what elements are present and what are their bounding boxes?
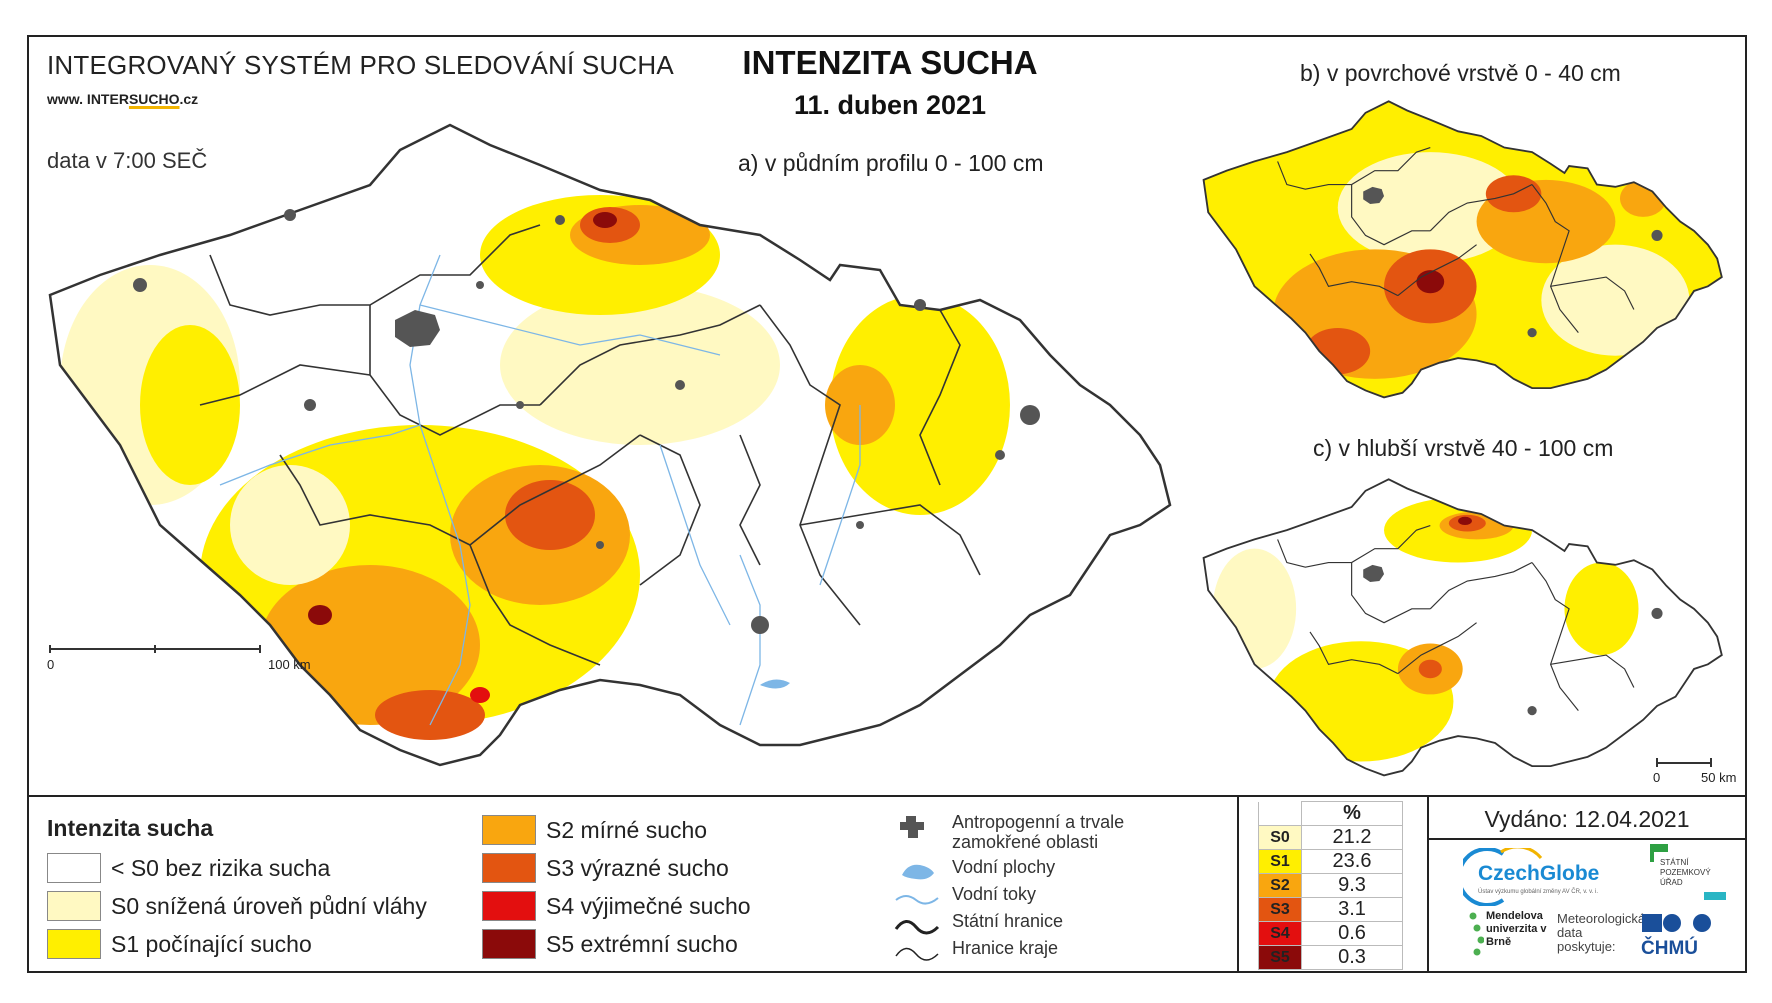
spu-logo: [1650, 844, 1726, 900]
legend-swatch: [47, 929, 101, 959]
scale-a-end: 100 km: [268, 657, 311, 672]
meteo-text: Meteorologická data poskytuje:: [1557, 911, 1646, 954]
map-c: [1202, 478, 1723, 777]
legend-swatch: [482, 929, 536, 959]
legend-item-s1: S1 počínající sucho: [47, 929, 312, 959]
region-borders-c: [1277, 524, 1635, 711]
scale-bar-c: [1656, 758, 1712, 767]
czechglobe-text: CzechGlobe: [1478, 862, 1600, 885]
urban-areas-c: [1363, 564, 1663, 716]
legend-item-s3: S3 výrazné sucho: [482, 853, 729, 883]
scale-c-start: 0: [1653, 770, 1661, 785]
scale-c-end: 50 km: [1701, 770, 1737, 785]
state-border-icon: [894, 920, 940, 935]
chmu-logo: [1642, 914, 1711, 932]
legend-swatch: [482, 815, 536, 845]
overlay-urban: Antropogenní a trvale zamokřené oblasti: [892, 812, 1152, 852]
urban-area-icon: [900, 816, 924, 838]
website-link[interactable]: www. INTERSUCHO.cz: [47, 91, 199, 107]
state-border-a: [48, 123, 1172, 767]
region-borders-a: [199, 224, 981, 666]
footer-divider: [1427, 838, 1747, 840]
footer-divider-vertical: [1427, 797, 1429, 973]
state-border-b: [1202, 100, 1723, 399]
spu-text: STÁTNÍ POZEMKOVÝ ÚŘAD: [1660, 858, 1711, 887]
legend-item-s2: S2 mírné sucho: [482, 815, 707, 845]
table-row: S5 0.3: [1258, 945, 1403, 970]
urban-areas-a: [133, 209, 1040, 634]
map-date: 11. duben 2021: [793, 90, 987, 120]
water-body-icon: [902, 864, 934, 880]
state-border-c: [1202, 478, 1723, 777]
map-b-label: b) v povrchové vrstvě 0 - 40 cm: [1300, 60, 1621, 86]
table-row: S4 0.6: [1258, 921, 1403, 946]
drought-layer-c: [1203, 479, 1722, 776]
table-row: %: [1258, 801, 1403, 826]
table-row: S3 3.1: [1258, 897, 1403, 922]
chmu-text: ČHMÚ: [1641, 938, 1698, 959]
river-icon: [895, 895, 939, 905]
overlay-state-border: Státní hranice: [892, 911, 1063, 939]
table-row: S0 21.2: [1258, 825, 1403, 850]
legend-swatch: [482, 853, 536, 883]
legend-divider: [27, 795, 1747, 797]
legend-swatch: [47, 891, 101, 921]
czechglobe-logo: [1463, 848, 1543, 906]
region-borders-b: [1277, 146, 1635, 333]
table-row: S2 9.3: [1258, 873, 1403, 898]
map-a: [48, 123, 1172, 767]
legend-divider-vertical: [1237, 797, 1239, 973]
water-body-a: [760, 679, 790, 689]
map-a-label: a) v půdním profilu 0 - 100 cm: [738, 150, 1044, 176]
mendel-logo: [1469, 912, 1484, 956]
legend-title: Intenzita sucha: [47, 815, 214, 841]
legend-item-s0: S0 snížená úroveň půdní vláhy: [47, 891, 427, 921]
legend-swatch: [482, 891, 536, 921]
issued-date: Vydáno: 12.04.2021: [1484, 806, 1690, 832]
table-row: S1 23.6: [1258, 849, 1403, 874]
map-b: [1202, 100, 1723, 399]
overlay-water-body: Vodní plochy: [892, 857, 1055, 885]
legend-item-below-s0: < S0 bez rizika sucha: [47, 853, 330, 883]
map-c-label: c) v hlubší vrstvě 40 - 100 cm: [1313, 435, 1614, 461]
overlay-region-border: Hranice kraje: [892, 938, 1058, 966]
drought-layer-b: [1203, 101, 1722, 398]
percentage-table: % S0 21.2 S1 23.6 S2 9.3 S3 3.1 S4 0.6 S5 0.3: [1258, 801, 1403, 970]
urban-areas-b: [1363, 186, 1663, 338]
scale-bar-a: [49, 645, 261, 653]
czechglobe-subtitle: Ústav výzkumu globální změny AV ČR, v. v…: [1478, 889, 1599, 895]
main-title: INTENZITA SUCHA: [742, 44, 1038, 81]
overlay-river: Vodní toky: [892, 884, 1036, 912]
scale-a-start: 0: [47, 657, 55, 672]
data-time: data v 7:00 SEČ: [47, 148, 208, 173]
mendel-text: Mendelova univerzita v Brně: [1486, 910, 1547, 948]
region-border-icon: [895, 947, 939, 961]
drought-layer-a: [50, 125, 1170, 765]
legend-swatch: [47, 853, 101, 883]
system-title: INTEGROVANÝ SYSTÉM PRO SLEDOVÁNÍ SUCHA: [47, 50, 674, 80]
legend-item-s5: S5 extrémní sucho: [482, 929, 738, 959]
legend-item-s4: S4 výjimečné sucho: [482, 891, 751, 921]
